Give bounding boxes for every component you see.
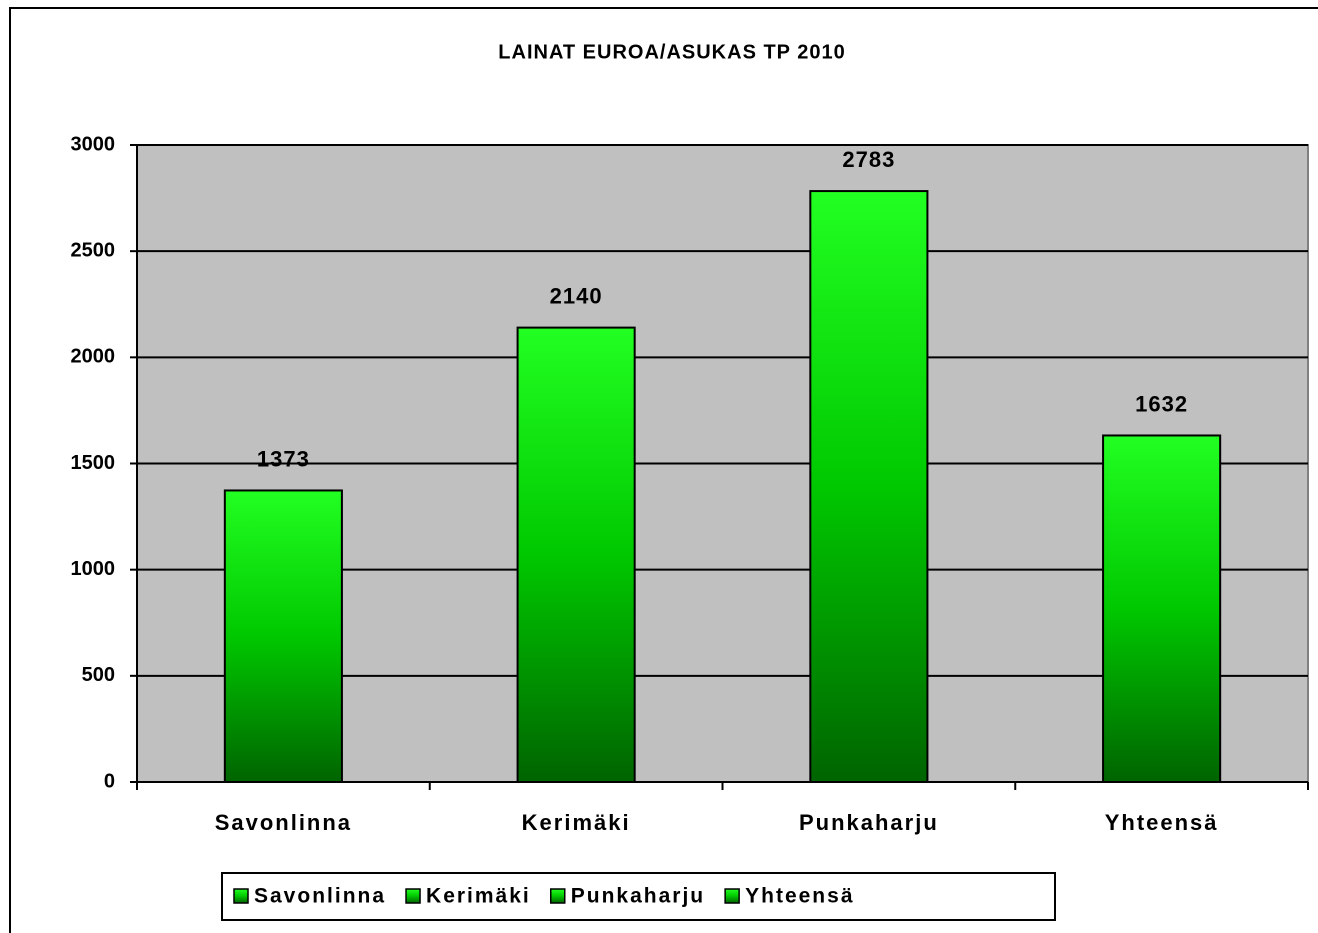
bar — [518, 328, 635, 782]
y-tick-label: 1500 — [71, 452, 116, 474]
page: LAINAT EUROA/ASUKAS TP 2010 0 500 1000 1500… — [0, 0, 1318, 933]
bar — [225, 490, 342, 782]
x-tick-label: Yhteensä — [1105, 810, 1219, 835]
x-tick-label: Punkaharju — [799, 810, 939, 835]
y-tick-label: 2500 — [71, 239, 116, 261]
y-tick-label: 3000 — [71, 133, 116, 155]
value-label: 2140 — [550, 283, 603, 308]
x-tick-label: Savonlinna — [215, 810, 352, 835]
value-label: 1632 — [1135, 391, 1188, 416]
legend: Savonlinna Kerimäki Punkaharju Yhteensä — [222, 873, 1055, 920]
legend-swatch — [725, 889, 739, 903]
legend-swatch — [551, 889, 565, 903]
y-tick-label: 1000 — [71, 558, 116, 580]
chart: LAINAT EUROA/ASUKAS TP 2010 0 500 1000 1500… — [0, 0, 1318, 933]
legend-label: Punkaharju — [571, 885, 705, 908]
bar — [1103, 435, 1220, 782]
legend-label: Yhteensä — [745, 885, 854, 908]
y-tick-label: 500 — [82, 664, 115, 686]
legend-swatch — [234, 889, 248, 903]
x-tick-label: Kerimäki — [522, 810, 631, 835]
chart-title: LAINAT EUROA/ASUKAS TP 2010 — [498, 41, 845, 63]
value-label: 2783 — [842, 147, 895, 172]
y-tick-label: 2000 — [71, 346, 116, 368]
legend-swatch — [406, 889, 420, 903]
legend-label: Savonlinna — [254, 885, 386, 908]
y-tick-label: 0 — [104, 770, 115, 792]
legend-label: Kerimäki — [426, 885, 531, 908]
bar — [810, 191, 927, 782]
value-label: 1373 — [257, 446, 310, 471]
